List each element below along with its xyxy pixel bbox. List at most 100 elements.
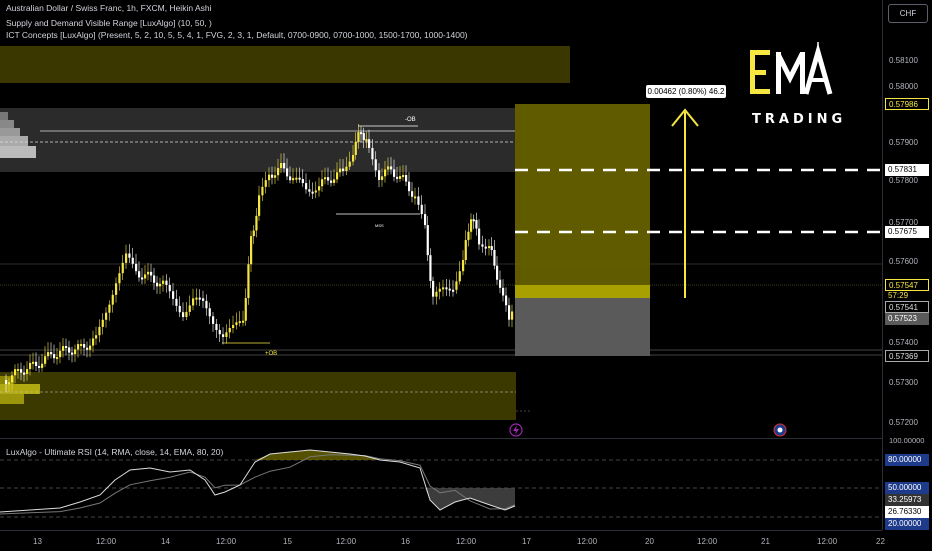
price-chart-svg[interactable]: -OB +OB MSS <box>0 0 882 438</box>
indicator-ict-concepts[interactable]: ICT Concepts [LuxAlgo] (Present, 5, 2, 1… <box>6 30 468 40</box>
price-axis[interactable]: CHF 0.58100 0.58000 0.57900 0.57800 0.57… <box>882 0 932 530</box>
candle-body <box>490 246 493 251</box>
candle-body <box>135 263 138 272</box>
candle-body <box>405 175 408 182</box>
candle-body <box>426 225 429 256</box>
rsi-title[interactable]: LuxAlgo - Ultimate RSI (14, RMA, close, … <box>6 447 224 457</box>
pane-divider[interactable] <box>0 438 882 439</box>
up-arrow-icon <box>671 108 699 298</box>
candles[interactable] <box>5 123 514 393</box>
candle-body <box>121 262 124 274</box>
candle-body <box>188 305 191 312</box>
candle-body <box>493 250 496 266</box>
candle-body <box>108 304 111 313</box>
candle-body <box>348 161 351 167</box>
candle-body <box>308 189 311 192</box>
candle-body <box>95 335 98 339</box>
candle-body <box>235 322 238 326</box>
candle-body <box>445 287 448 290</box>
price-chart[interactable]: -OB +OB MSS <box>0 0 882 438</box>
currency-button[interactable]: CHF <box>888 4 928 23</box>
candle-body <box>374 159 377 171</box>
candle-body <box>305 183 308 190</box>
candle-body <box>499 279 502 288</box>
candle-body <box>247 264 250 299</box>
volume-bar <box>0 128 20 136</box>
candle-body <box>159 283 162 287</box>
candle-body <box>62 346 65 351</box>
candle-body <box>205 300 208 309</box>
candle-body <box>352 154 355 162</box>
candle-body <box>458 271 461 282</box>
ob-bear-label: -OB <box>405 117 416 123</box>
candle-body <box>131 257 134 264</box>
candle-body <box>435 291 438 297</box>
entry-zone[interactable] <box>515 285 650 298</box>
candle-body <box>32 361 35 364</box>
candle-body <box>59 350 62 358</box>
candle-body <box>360 132 363 135</box>
candle-body <box>286 168 289 177</box>
candle-body <box>147 271 150 275</box>
volume-bar <box>0 120 14 128</box>
candle-body <box>44 356 47 364</box>
candle-body <box>185 311 188 317</box>
target-zone[interactable] <box>515 104 650 285</box>
flag-event-icon[interactable] <box>773 423 787 437</box>
candle-body <box>165 280 168 286</box>
candle-body <box>232 325 235 328</box>
candle-body <box>258 195 261 216</box>
time-label: 13 <box>33 537 42 546</box>
candle-body <box>333 179 336 183</box>
rsi-tag-50: 50.00000 <box>885 482 929 494</box>
rsi-oversold-fill <box>425 488 515 510</box>
candle-body <box>298 177 301 180</box>
price-tag-stop: 0.57369 <box>885 350 929 362</box>
price-tick: 0.57400 <box>889 338 918 347</box>
candle-body <box>321 179 324 187</box>
candle-body <box>362 132 365 141</box>
candle-body <box>153 275 156 283</box>
candle-body <box>311 191 314 194</box>
stop-zone[interactable] <box>515 298 650 356</box>
supply-zone-top <box>0 46 570 83</box>
symbol-title[interactable]: Australian Dollar / Swiss Franc, 1h, FXC… <box>6 3 212 13</box>
candle-body <box>238 321 241 324</box>
volume-bar <box>0 384 40 394</box>
candle-body <box>250 236 253 265</box>
candle-body <box>8 382 11 385</box>
time-label: 12:00 <box>577 537 598 546</box>
price-tick: 0.57900 <box>889 138 918 147</box>
ema-logo-mark-icon <box>750 42 833 95</box>
candle-body <box>98 326 101 336</box>
candle-body <box>271 174 274 178</box>
lightning-event-icon[interactable] <box>509 423 523 437</box>
time-label: 12:00 <box>456 537 477 546</box>
indicator-supply-demand[interactable]: Supply and Demand Visible Range [LuxAlgo… <box>6 18 212 28</box>
candle-body <box>144 274 147 279</box>
rsi-svg[interactable] <box>0 440 882 530</box>
candle-body <box>301 179 304 184</box>
volume-bar <box>0 146 36 158</box>
candle-body <box>92 338 95 346</box>
candle-body <box>225 332 228 337</box>
time-axis[interactable]: 13 12:00 14 12:00 15 12:00 16 12:00 17 1… <box>0 530 885 551</box>
candle-body <box>198 297 201 300</box>
candle-body <box>505 295 508 306</box>
candle-body <box>35 361 38 366</box>
candle-body <box>442 287 445 290</box>
rsi-pane[interactable] <box>0 440 882 530</box>
candle-body <box>53 354 56 359</box>
candle-body <box>387 166 390 170</box>
candle-body <box>283 163 286 169</box>
candle-body <box>14 369 17 376</box>
price-tick: 0.57600 <box>889 257 918 266</box>
candle-body <box>252 230 255 237</box>
candle-body <box>101 319 104 327</box>
candle-body <box>478 228 481 245</box>
rsi-tag-20: 20.00000 <box>885 518 929 530</box>
candle-body <box>56 357 59 360</box>
candle-body <box>448 288 451 291</box>
candle-body <box>23 372 26 375</box>
candle-body <box>255 215 258 231</box>
